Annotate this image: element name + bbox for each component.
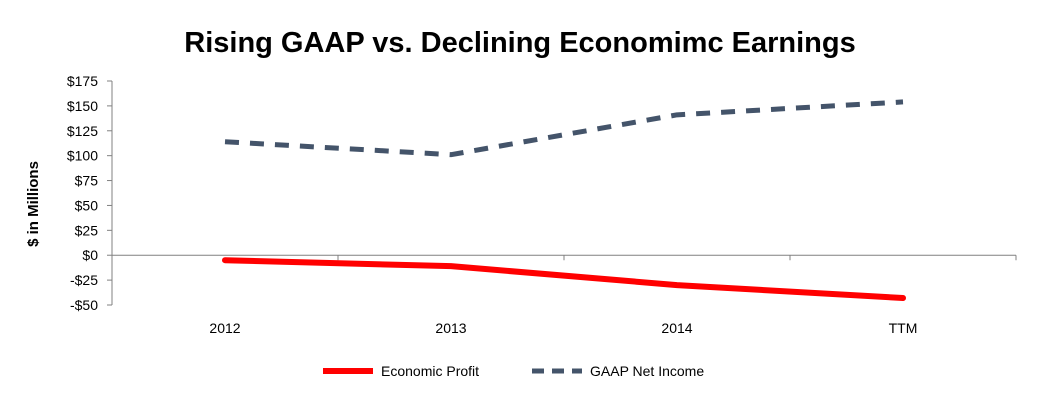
legend-label-economic-profit: Economic Profit	[381, 363, 479, 379]
x-tick-label: TTM	[889, 320, 918, 336]
y-tick-label: $175	[67, 73, 98, 89]
x-tick-label: 2012	[209, 320, 240, 336]
series-layer	[225, 102, 903, 298]
x-tick-label: 2014	[661, 320, 692, 336]
y-tick-label: $75	[75, 173, 99, 189]
legend: Economic Profit GAAP Net Income	[323, 363, 704, 379]
y-axis-label: $ in Millions	[25, 161, 42, 247]
legend-label-gaap-net-income: GAAP Net Income	[590, 363, 704, 379]
chart-title: Rising GAAP vs. Declining Economimc Earn…	[184, 27, 855, 59]
y-tick-label: -$50	[70, 297, 98, 313]
y-tick-label: $100	[67, 148, 98, 164]
y-tick-label: $150	[67, 98, 98, 114]
y-tick-label: $125	[67, 123, 98, 139]
x-tick-label: 2013	[435, 320, 466, 336]
series-line-economic-profit	[225, 260, 903, 298]
y-tick-label: $0	[82, 247, 98, 263]
series-line-gaap-net-income	[225, 102, 903, 155]
y-tick-label: $25	[75, 222, 99, 238]
y-tick-label: $50	[75, 197, 99, 213]
y-axis: -$50 -$25 $0 $25 $50 $75 $100 $125 $150 $175	[67, 73, 112, 313]
y-tick-label: -$25	[70, 272, 98, 288]
